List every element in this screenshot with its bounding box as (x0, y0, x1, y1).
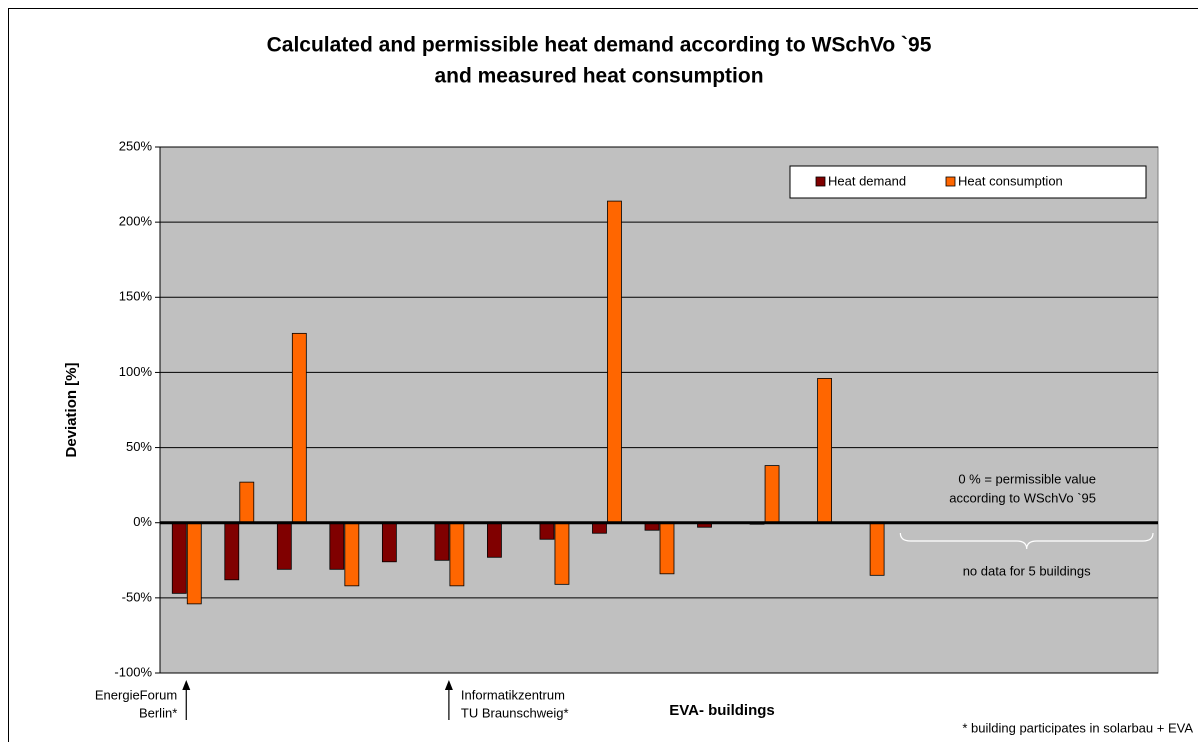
arrow-head (182, 680, 191, 690)
bar (276, 522, 292, 570)
annotation: Berlin* (139, 705, 177, 720)
bar (539, 522, 555, 540)
bar (291, 332, 307, 524)
y-axis-label: Deviation [%] (63, 362, 80, 457)
bar (659, 522, 675, 575)
y-tick-label: 50% (126, 439, 152, 454)
annotation: EnergieForum (95, 687, 177, 702)
y-tick-label: 200% (119, 214, 153, 229)
brace (899, 532, 1154, 550)
bar (329, 522, 345, 570)
bar (224, 522, 240, 581)
chart-title: Calculated and permissible heat demand a… (267, 34, 932, 57)
arrow-head (444, 680, 453, 690)
legend-swatch (945, 176, 956, 187)
bar (239, 481, 255, 524)
bar (764, 465, 780, 524)
legend-label: Heat demand (828, 173, 906, 188)
bar (434, 522, 450, 561)
y-tick-label: -100% (114, 664, 152, 679)
legend-label: Heat consumption (958, 173, 1063, 188)
annotation: no data for 5 buildings (963, 563, 1091, 578)
bar (449, 522, 465, 587)
annotation: Informatikzentrum (461, 687, 565, 702)
bar (607, 200, 622, 524)
bar (817, 378, 832, 524)
bar (344, 522, 360, 587)
legend-box (789, 165, 1147, 199)
chart-title: and measured heat consumption (434, 65, 763, 88)
bar (592, 522, 607, 534)
y-tick-label: 150% (119, 289, 153, 304)
bar (171, 522, 187, 594)
annotation: TU Braunschweig* (461, 705, 569, 720)
bar (554, 522, 570, 585)
bar (186, 522, 202, 605)
annotation: according to WSchVo `95 (949, 490, 1096, 505)
y-tick-label: 250% (119, 138, 153, 153)
y-tick-label: 100% (119, 364, 153, 379)
footnote: * building participates in solarbau + EV… (962, 720, 1193, 735)
legend-swatch (815, 176, 826, 187)
bar (381, 522, 397, 563)
y-tick-label: 0% (133, 514, 152, 529)
plot-area (159, 146, 1159, 674)
annotation: 0 % = permissible value (958, 471, 1096, 486)
bar (869, 522, 885, 576)
y-tick-label: -50% (122, 589, 153, 604)
x-axis-label: EVA- buildings (669, 702, 775, 719)
bar (487, 522, 502, 558)
